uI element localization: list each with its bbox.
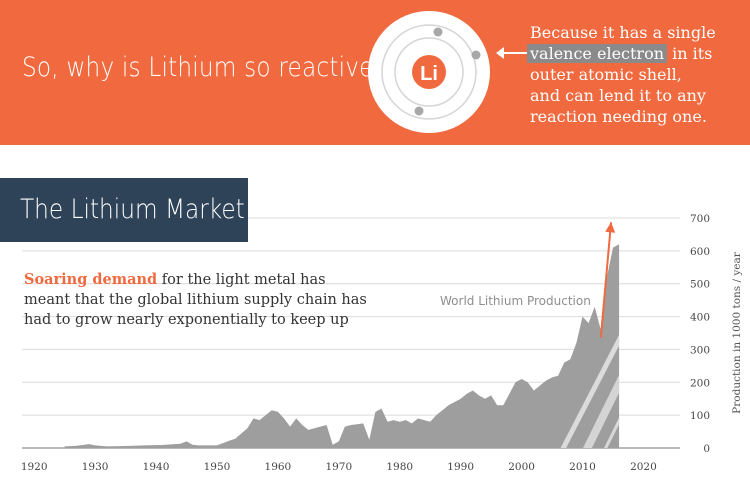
section-title-box: The Lithium Market <box>0 178 248 242</box>
y-tick-label: 500 <box>690 279 710 291</box>
x-tick-label: 1980 <box>386 461 413 473</box>
x-tick-label: 1990 <box>447 461 474 473</box>
x-tick-label: 1940 <box>143 461 170 473</box>
answer-line: and can lend it to any <box>530 86 706 105</box>
series-label: World Lithium Production <box>440 294 591 308</box>
x-tick-label: 1960 <box>265 461 292 473</box>
x-tick-label: 2020 <box>630 461 657 473</box>
y-axis-ticks: 0 100 200 300 400 500 600 700 <box>690 213 710 455</box>
chart-stripes <box>555 244 620 448</box>
desc-line: had to grow nearly exponentially to keep… <box>24 312 349 328</box>
x-tick-label: 1970 <box>325 461 352 473</box>
answer-line: reaction needing one. <box>530 107 707 126</box>
y-tick-label: 700 <box>690 213 710 225</box>
highlight-stripe <box>555 244 620 448</box>
banner-question: So, why is Lithium so reactive? <box>22 52 387 83</box>
y-axis-label: Production in 1000 tons / year <box>731 251 743 414</box>
top-banner: So, why is Lithium so reactive? Li Becau… <box>0 0 750 145</box>
growth-arrow-head <box>605 222 616 233</box>
chart-labels: World Lithium Production Production in 10… <box>440 222 743 414</box>
y-tick-label: 400 <box>690 312 710 324</box>
desc-highlight: Soaring demand <box>24 271 158 288</box>
lithium-atom-icon: Li <box>368 11 490 133</box>
x-axis-ticks: 1920 1930 1940 1950 1960 1970 1980 1990 2000 2010… <box>21 461 657 473</box>
production-area <box>64 244 620 448</box>
electron-dot <box>471 50 481 60</box>
answer-line-rest: in its <box>667 44 713 63</box>
electron-dot <box>433 27 443 37</box>
answer-line: valence electron in its <box>527 43 716 64</box>
y-tick-label: 600 <box>690 246 710 258</box>
x-tick-label: 1950 <box>204 461 231 473</box>
highlight-stripe <box>578 244 620 448</box>
section-title: The Lithium Market <box>20 194 245 225</box>
y-tick-label: 200 <box>690 377 710 389</box>
electron-dot <box>414 106 424 116</box>
desc-line-rest: for the light metal has <box>157 272 326 288</box>
y-tick-label: 0 <box>703 443 710 455</box>
x-tick-label: 1920 <box>21 461 48 473</box>
answer-line: outer atomic shell, <box>530 65 682 84</box>
y-tick-label: 300 <box>690 344 710 356</box>
valence-electron-highlight: valence electron <box>527 44 668 63</box>
desc-line: Soaring demand for the light metal has <box>24 270 384 290</box>
pointer-arrow-icon <box>496 47 527 59</box>
section-description: Soaring demand for the light metal has m… <box>24 270 384 330</box>
x-tick-label: 2000 <box>508 461 535 473</box>
x-tick-label: 1930 <box>82 461 109 473</box>
element-symbol: Li <box>420 63 438 85</box>
answer-line: Because it has a single <box>530 23 716 42</box>
desc-line: meant that the global lithium supply cha… <box>24 292 367 308</box>
banner-answer: Because it has a single valence electron… <box>527 22 716 127</box>
chart-area <box>64 244 620 448</box>
x-tick-label: 2010 <box>569 461 596 473</box>
y-tick-label: 100 <box>690 410 710 422</box>
growth-arrow-shaft <box>599 222 613 338</box>
